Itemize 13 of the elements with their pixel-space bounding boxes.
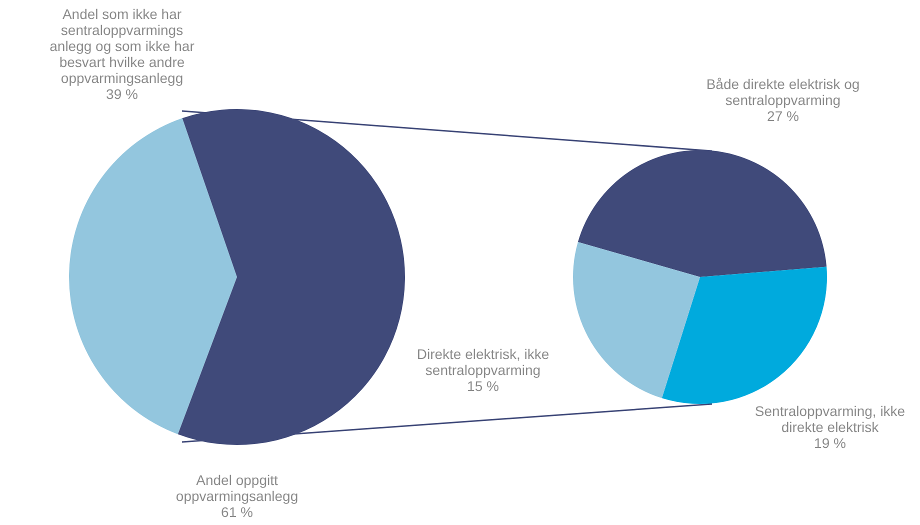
data-label: 27 % (767, 108, 799, 124)
data-label: 61 % (221, 504, 253, 520)
data-label: 19 % (814, 435, 846, 451)
slice-label: Sentraloppvarming, ikke direkte elektrisk (754, 403, 906, 435)
data-label: 15 % (467, 378, 499, 394)
pie-slice (573, 242, 700, 398)
pie-slice (69, 118, 237, 434)
slice-label: Andel oppgitt oppvarmingsanlegg (176, 472, 298, 504)
slice-label: Andel som ikke har sentraloppvarmings anlegg og som ikke har besvart hvilke andre oppvarmingsanlegg (50, 6, 195, 86)
slice-label: Direkte elektrisk, ikke sentraloppvarming (416, 346, 550, 378)
pie-slice (662, 266, 827, 404)
data-label: 39 % (106, 86, 138, 102)
slice-label: Både direkte elektrisk og sentraloppvarming (706, 76, 860, 108)
